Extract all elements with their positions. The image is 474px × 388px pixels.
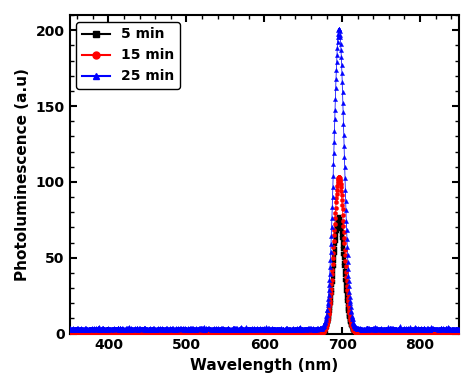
Legend: 5 min, 15 min, 25 min: 5 min, 15 min, 25 min: [76, 22, 180, 89]
Y-axis label: Photoluminescence (a.u): Photoluminescence (a.u): [15, 68, 30, 281]
X-axis label: Wavelength (nm): Wavelength (nm): [190, 358, 338, 373]
